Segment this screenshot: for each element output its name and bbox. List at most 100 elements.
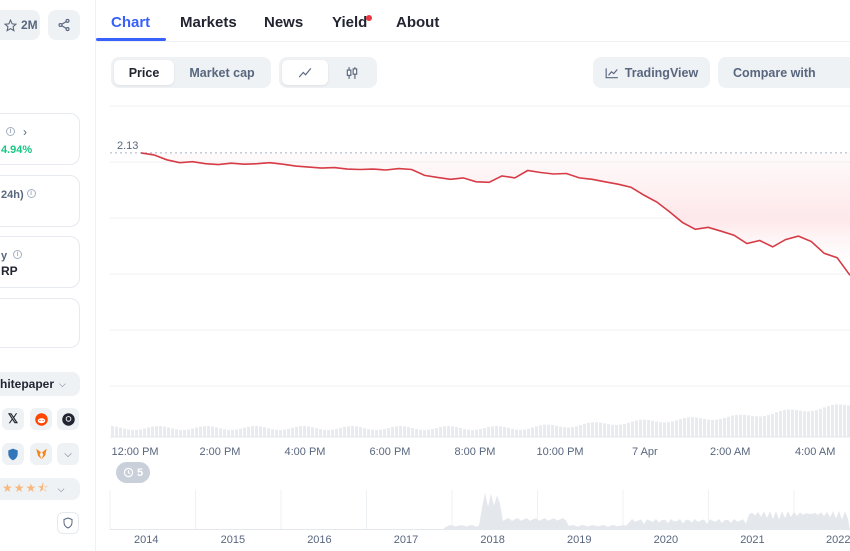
volume-bar bbox=[767, 415, 770, 437]
security-icon[interactable] bbox=[57, 512, 79, 534]
volume-bar bbox=[539, 425, 542, 437]
volume-bar bbox=[455, 426, 458, 437]
compare-with-dropdown[interactable]: Compare with bbox=[718, 57, 850, 88]
market-cap-button[interactable]: Market cap bbox=[189, 65, 255, 80]
zoom-history-badge[interactable]: 5 bbox=[116, 462, 150, 483]
candlestick-button[interactable] bbox=[329, 60, 375, 85]
reddit-icon[interactable] bbox=[30, 408, 52, 430]
volume-bar bbox=[435, 427, 438, 437]
volume-bar bbox=[499, 426, 502, 437]
volume-bar bbox=[779, 411, 782, 437]
tradingview-button[interactable]: TradingView bbox=[593, 57, 710, 88]
volume-bar bbox=[155, 426, 158, 437]
watchlist-button[interactable]: 2M bbox=[0, 10, 40, 40]
volume-bar bbox=[443, 426, 446, 437]
volume-bar bbox=[351, 426, 354, 437]
stat-volume-label: 24h) bbox=[1, 189, 24, 201]
tab-about[interactable]: About bbox=[396, 14, 440, 31]
rating-stars: ★★★⯪ bbox=[2, 480, 50, 495]
volume-bar bbox=[691, 417, 694, 437]
year-tick-label: 2021 bbox=[740, 534, 765, 546]
x-tick-label: 10:00 PM bbox=[536, 446, 584, 458]
volume-bar bbox=[523, 429, 526, 437]
history-icon bbox=[123, 467, 134, 478]
volume-bar bbox=[127, 429, 130, 437]
metamask-icon[interactable] bbox=[30, 443, 52, 465]
tab-markets[interactable]: Markets bbox=[180, 14, 237, 31]
volume-bar bbox=[451, 426, 454, 437]
tab-yield[interactable]: Yield bbox=[332, 14, 368, 31]
volume-bar bbox=[507, 427, 510, 437]
volume-bar bbox=[635, 420, 638, 437]
volume-bar bbox=[203, 426, 206, 437]
volume-bar bbox=[399, 426, 402, 437]
volume-bar bbox=[259, 426, 262, 437]
volume-bar bbox=[371, 429, 374, 437]
price-button[interactable]: Price bbox=[114, 60, 174, 85]
line-chart-button[interactable] bbox=[282, 60, 328, 85]
volume-bar bbox=[595, 422, 598, 437]
volume-bar bbox=[791, 409, 794, 437]
active-tab-indicator bbox=[96, 38, 166, 41]
volume-bar bbox=[475, 429, 478, 437]
chevron-down-icon: ⌵ bbox=[59, 378, 66, 389]
volume-bar bbox=[487, 427, 490, 437]
volume-bar bbox=[363, 428, 366, 437]
volume-bar bbox=[643, 419, 646, 437]
x-tick-label: 2:00 AM bbox=[710, 446, 751, 458]
volume-bar bbox=[707, 419, 710, 437]
volume-bar bbox=[491, 426, 494, 437]
volume-bar bbox=[243, 427, 246, 437]
volume-bar bbox=[739, 414, 742, 437]
year-tick-label: 2015 bbox=[220, 534, 246, 546]
more-wallets-button[interactable]: ⌵ bbox=[57, 443, 79, 465]
x-tick-label: 12:00 PM bbox=[111, 446, 159, 458]
volume-bar bbox=[247, 426, 250, 437]
volume-bar bbox=[811, 410, 814, 437]
volume-bar bbox=[659, 422, 662, 437]
volume-bar bbox=[343, 426, 346, 437]
volume-bar bbox=[375, 429, 378, 437]
volume-bar bbox=[703, 419, 706, 437]
volume-bar bbox=[827, 406, 830, 437]
volume-bar bbox=[611, 424, 614, 437]
whitepaper-dropdown[interactable]: hitepaper ⌵ bbox=[0, 372, 80, 396]
x-tick-label: 6:00 PM bbox=[369, 446, 411, 458]
year-tick-label: 2014 bbox=[134, 534, 159, 546]
volume-bar bbox=[599, 422, 602, 437]
tab-chart[interactable]: Chart bbox=[111, 14, 151, 31]
x-tick-label: 4:00 PM bbox=[284, 446, 326, 458]
volume-bar bbox=[715, 419, 718, 437]
volume-bar bbox=[187, 429, 190, 437]
volume-bar bbox=[439, 427, 442, 437]
volume-bar bbox=[223, 429, 226, 437]
volume-bar bbox=[383, 428, 386, 437]
share-button[interactable] bbox=[48, 10, 80, 40]
volume-bar bbox=[819, 408, 822, 437]
tab-news[interactable]: News bbox=[264, 14, 304, 31]
github-icon[interactable] bbox=[57, 408, 79, 430]
volume-bar bbox=[547, 424, 550, 437]
stat-card-change[interactable]: i › 4.94% bbox=[0, 113, 80, 165]
volume-bar bbox=[591, 422, 594, 437]
shield-wallet-icon[interactable] bbox=[2, 443, 24, 465]
volume-bar bbox=[563, 427, 566, 437]
candlestick-icon bbox=[346, 66, 358, 79]
rating-dropdown[interactable]: ★★★⯪ ⌵ bbox=[0, 478, 80, 500]
price-mcap-toggle: Price Market cap bbox=[111, 57, 271, 88]
year-tick-label: 2020 bbox=[653, 534, 679, 546]
volume-bar bbox=[799, 410, 802, 437]
volume-bar bbox=[239, 428, 242, 437]
stat-change-value: 4.94% bbox=[1, 144, 33, 156]
volume-bar bbox=[395, 426, 398, 437]
volume-bar bbox=[711, 419, 714, 437]
volume-bar bbox=[603, 423, 606, 437]
x-icon[interactable]: 𝕏 bbox=[2, 408, 24, 430]
volume-bar bbox=[583, 423, 586, 437]
volume-bar bbox=[607, 424, 610, 437]
volume-bar bbox=[191, 428, 194, 437]
volume-bar bbox=[139, 429, 142, 437]
volume-bar bbox=[839, 404, 842, 437]
volume-bar bbox=[171, 428, 174, 437]
